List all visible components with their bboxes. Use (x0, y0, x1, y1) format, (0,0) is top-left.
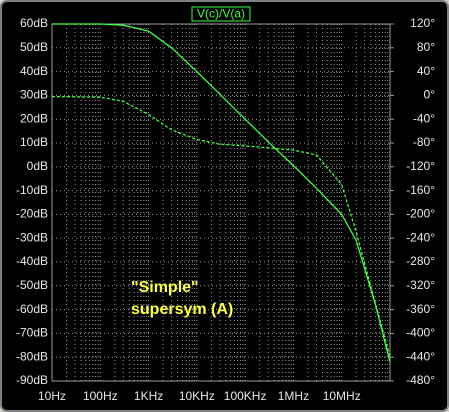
title-box (191, 6, 251, 22)
series-line (51, 95, 391, 358)
x-tick-label: 10Hz (38, 389, 66, 403)
y2-tick-label: -400° (406, 326, 435, 340)
y-tick-label: 10dB (20, 135, 48, 149)
y-tick-label: -20dB (16, 207, 48, 221)
y2-tick-label: -480° (406, 373, 435, 387)
y-tick-label: 0dB (27, 159, 48, 173)
y-tick-label: 20dB (20, 111, 48, 125)
y2-tick-label: -320° (406, 278, 435, 292)
y-tick-label: -70dB (16, 326, 48, 340)
chart-title: V(c)/V(a) (197, 7, 245, 21)
x-tick-label: 100KHz (224, 389, 267, 403)
x-tick-label: 10MHz (323, 389, 361, 403)
x-tick-label: 100Hz (83, 389, 118, 403)
y-tick-label: -10dB (16, 183, 48, 197)
y-tick-label: -60dB (16, 302, 48, 316)
y-tick-label: -40dB (16, 254, 48, 268)
y2-tick-label: -240° (406, 230, 435, 244)
series-line (52, 23, 391, 363)
y-tick-label: 50dB (20, 40, 48, 54)
x-tick-label: 1MHz (278, 389, 309, 403)
x-tick-label: 1KHz (134, 389, 163, 403)
annotation: "Simple" (131, 279, 199, 296)
plot-frame (51, 23, 391, 382)
y-tick-label: -90dB (16, 373, 48, 387)
y2-tick-label: -360° (406, 302, 435, 316)
y2-tick-label: -80° (413, 135, 435, 149)
y2-tick-label: -280° (406, 254, 435, 268)
x-tick-label: 10KHz (179, 389, 215, 403)
y2-tick-label: -200° (406, 207, 435, 221)
y-tick-label: 40dB (20, 64, 48, 78)
y-tick-label: 30dB (20, 88, 48, 102)
y-tick-label: 60dB (20, 16, 48, 30)
y2-tick-label: 40° (417, 64, 435, 78)
y2-tick-label: 120° (410, 16, 435, 30)
y-tick-label: -80dB (16, 349, 48, 363)
y-tick-label: -50dB (16, 278, 48, 292)
y2-tick-label: -440° (406, 349, 435, 363)
y2-tick-label: -160° (406, 183, 435, 197)
y2-tick-label: -40° (413, 111, 435, 125)
y2-tick-label: -120° (406, 159, 435, 173)
y2-tick-label: 0° (424, 88, 436, 102)
y-tick-label: -30dB (16, 230, 48, 244)
y2-tick-label: 80° (417, 40, 435, 54)
annotation: supersym (A) (131, 301, 233, 318)
